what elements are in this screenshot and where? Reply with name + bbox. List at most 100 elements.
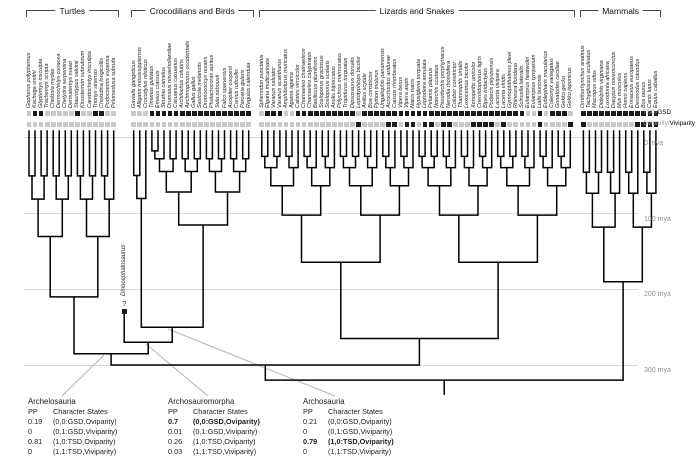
tsd-gsd-marker [38,111,44,116]
parity-marker [416,122,422,127]
taxon-label: Falco sparverius [221,67,228,108]
parity-marker [561,122,567,127]
taxon-label: Elgaria multicarinata [264,58,271,108]
table-title: Archosauria [303,397,345,406]
taxon-label: Loxocemus bicolor [464,62,471,108]
group-label: Lizards and Snakes [375,6,459,16]
parity-marker [277,122,283,127]
taxon-label: Didelphis virginiana [598,60,605,108]
parity-marker [259,122,265,127]
tsd-gsd-marker [653,111,659,116]
parity-marker [331,122,337,127]
gridline-200mya [24,289,638,290]
tsd-gsd-marker [350,111,355,116]
tsd-gsd-marker [131,111,137,116]
pp-value: 0.26 [168,437,183,446]
tsd-gsd-marker [471,111,476,116]
state-value: (1,1:TSD,Viviparity) [328,447,392,456]
parity-marker [471,122,476,127]
taxon-label: Chelodina longicollis [98,57,105,108]
parity-marker [641,122,647,127]
tsd-gsd-marker [338,111,343,116]
tsd-gsd-marker [398,111,404,116]
parity-marker [380,122,386,127]
tsd-gsd-marker [307,111,313,116]
parity-marker [81,122,86,127]
parity-marker [62,122,68,127]
tsd-gsd-marker [368,111,374,116]
tsd-gsd-marker [331,111,337,116]
group-bracket-mammals: Mammals [580,6,661,17]
taxon-label: Equus caballus [652,70,659,108]
tsd-gsd-marker [234,111,239,116]
tsd-gsd-marker [593,111,598,116]
parity-marker [240,122,246,127]
state-value: (1,0:TSD,Oviparity) [53,437,116,446]
taxon-label: Causus rhombeatus [391,58,398,108]
tsd-gsd-marker [50,111,56,116]
tsd-gsd-marker [210,111,215,116]
tsd-gsd-marker [216,111,221,116]
parity-marker [410,122,416,127]
taxon-label: Sula nebouxii [215,74,222,108]
pp-header: PP [303,407,313,416]
group-bracket-turtles: Turtles [26,6,119,17]
taxon-label: Boa constrictor [367,71,374,108]
taxon-label: Homo sapiens [622,72,629,108]
tsd-gsd-marker [105,111,111,116]
parity-marker [483,122,488,127]
tsd-gsd-marker [167,111,173,116]
taxon-label: Lacerta viridis [500,74,507,108]
parity-marker [203,122,209,127]
parity-marker [356,122,361,127]
tsd-gsd-marker [87,111,92,116]
tsd-gsd-marker [489,111,495,116]
state-value: (1,1:TSD,Viviparity) [193,447,257,456]
taxon-label: Varanus acanthurus [276,58,283,108]
taxon-label: Lacerta vivipara [494,69,501,108]
taxon-label: Mus musculus [616,72,623,108]
taxon-label: Tropidurus torquatus [343,57,350,108]
tsd-gsd-marker [143,111,149,116]
taxon-label: Dasypus novemcinctus [610,51,617,108]
tsd-gsd-marker [44,111,50,116]
state-value: (0,1:GSD,Viviparity) [193,427,258,436]
node-leader-lines [61,328,336,397]
taxon-label: Dipsosaurus dorsalis [349,56,356,108]
tsd-gsd-marker [283,111,289,116]
tsd-gsd-marker [149,111,155,116]
states-header: Character States [328,407,383,416]
parity-marker [653,122,659,127]
state-value: (0,1:GSD,Viviparity) [53,427,118,436]
state-value: (1,1:TSD,Viviparity) [53,447,117,456]
tsd-gsd-marker [374,111,380,116]
tsd-gsd-marker [111,111,117,116]
parity-marker [555,122,561,127]
tsd-gsd-marker [446,111,452,116]
tsd-gsd-marker [356,111,361,116]
tsd-gsd-marker [617,111,623,116]
state-value: (0,1:GSD,Viviparity) [328,427,393,436]
taxon-label: Acrochordus arafurae [385,55,392,108]
taxon-label: Macropus rufus [592,70,599,108]
parity-marker [434,122,440,127]
parity-marker [525,122,531,127]
tsd-gsd-marker [452,111,458,116]
tsd-gsd-marker [434,111,440,116]
tsd-gsd-marker [386,111,392,116]
tsd-gsd-marker [173,111,179,116]
parity-marker [422,122,428,127]
taxon-label: Tinamus guttatus [148,65,155,108]
states-header: Character States [193,407,248,416]
parity-marker [289,122,295,127]
tsd-gsd-marker [440,111,446,116]
parity-marker [531,122,537,127]
tsd-gsd-marker [246,111,252,116]
parity-marker [191,122,197,127]
parity-row-label: Oviparity/Viviparity [643,120,695,127]
uncertainty-question-mark: ? [122,299,127,308]
parity-marker [265,122,271,127]
tsd-gsd-marker [567,111,573,116]
